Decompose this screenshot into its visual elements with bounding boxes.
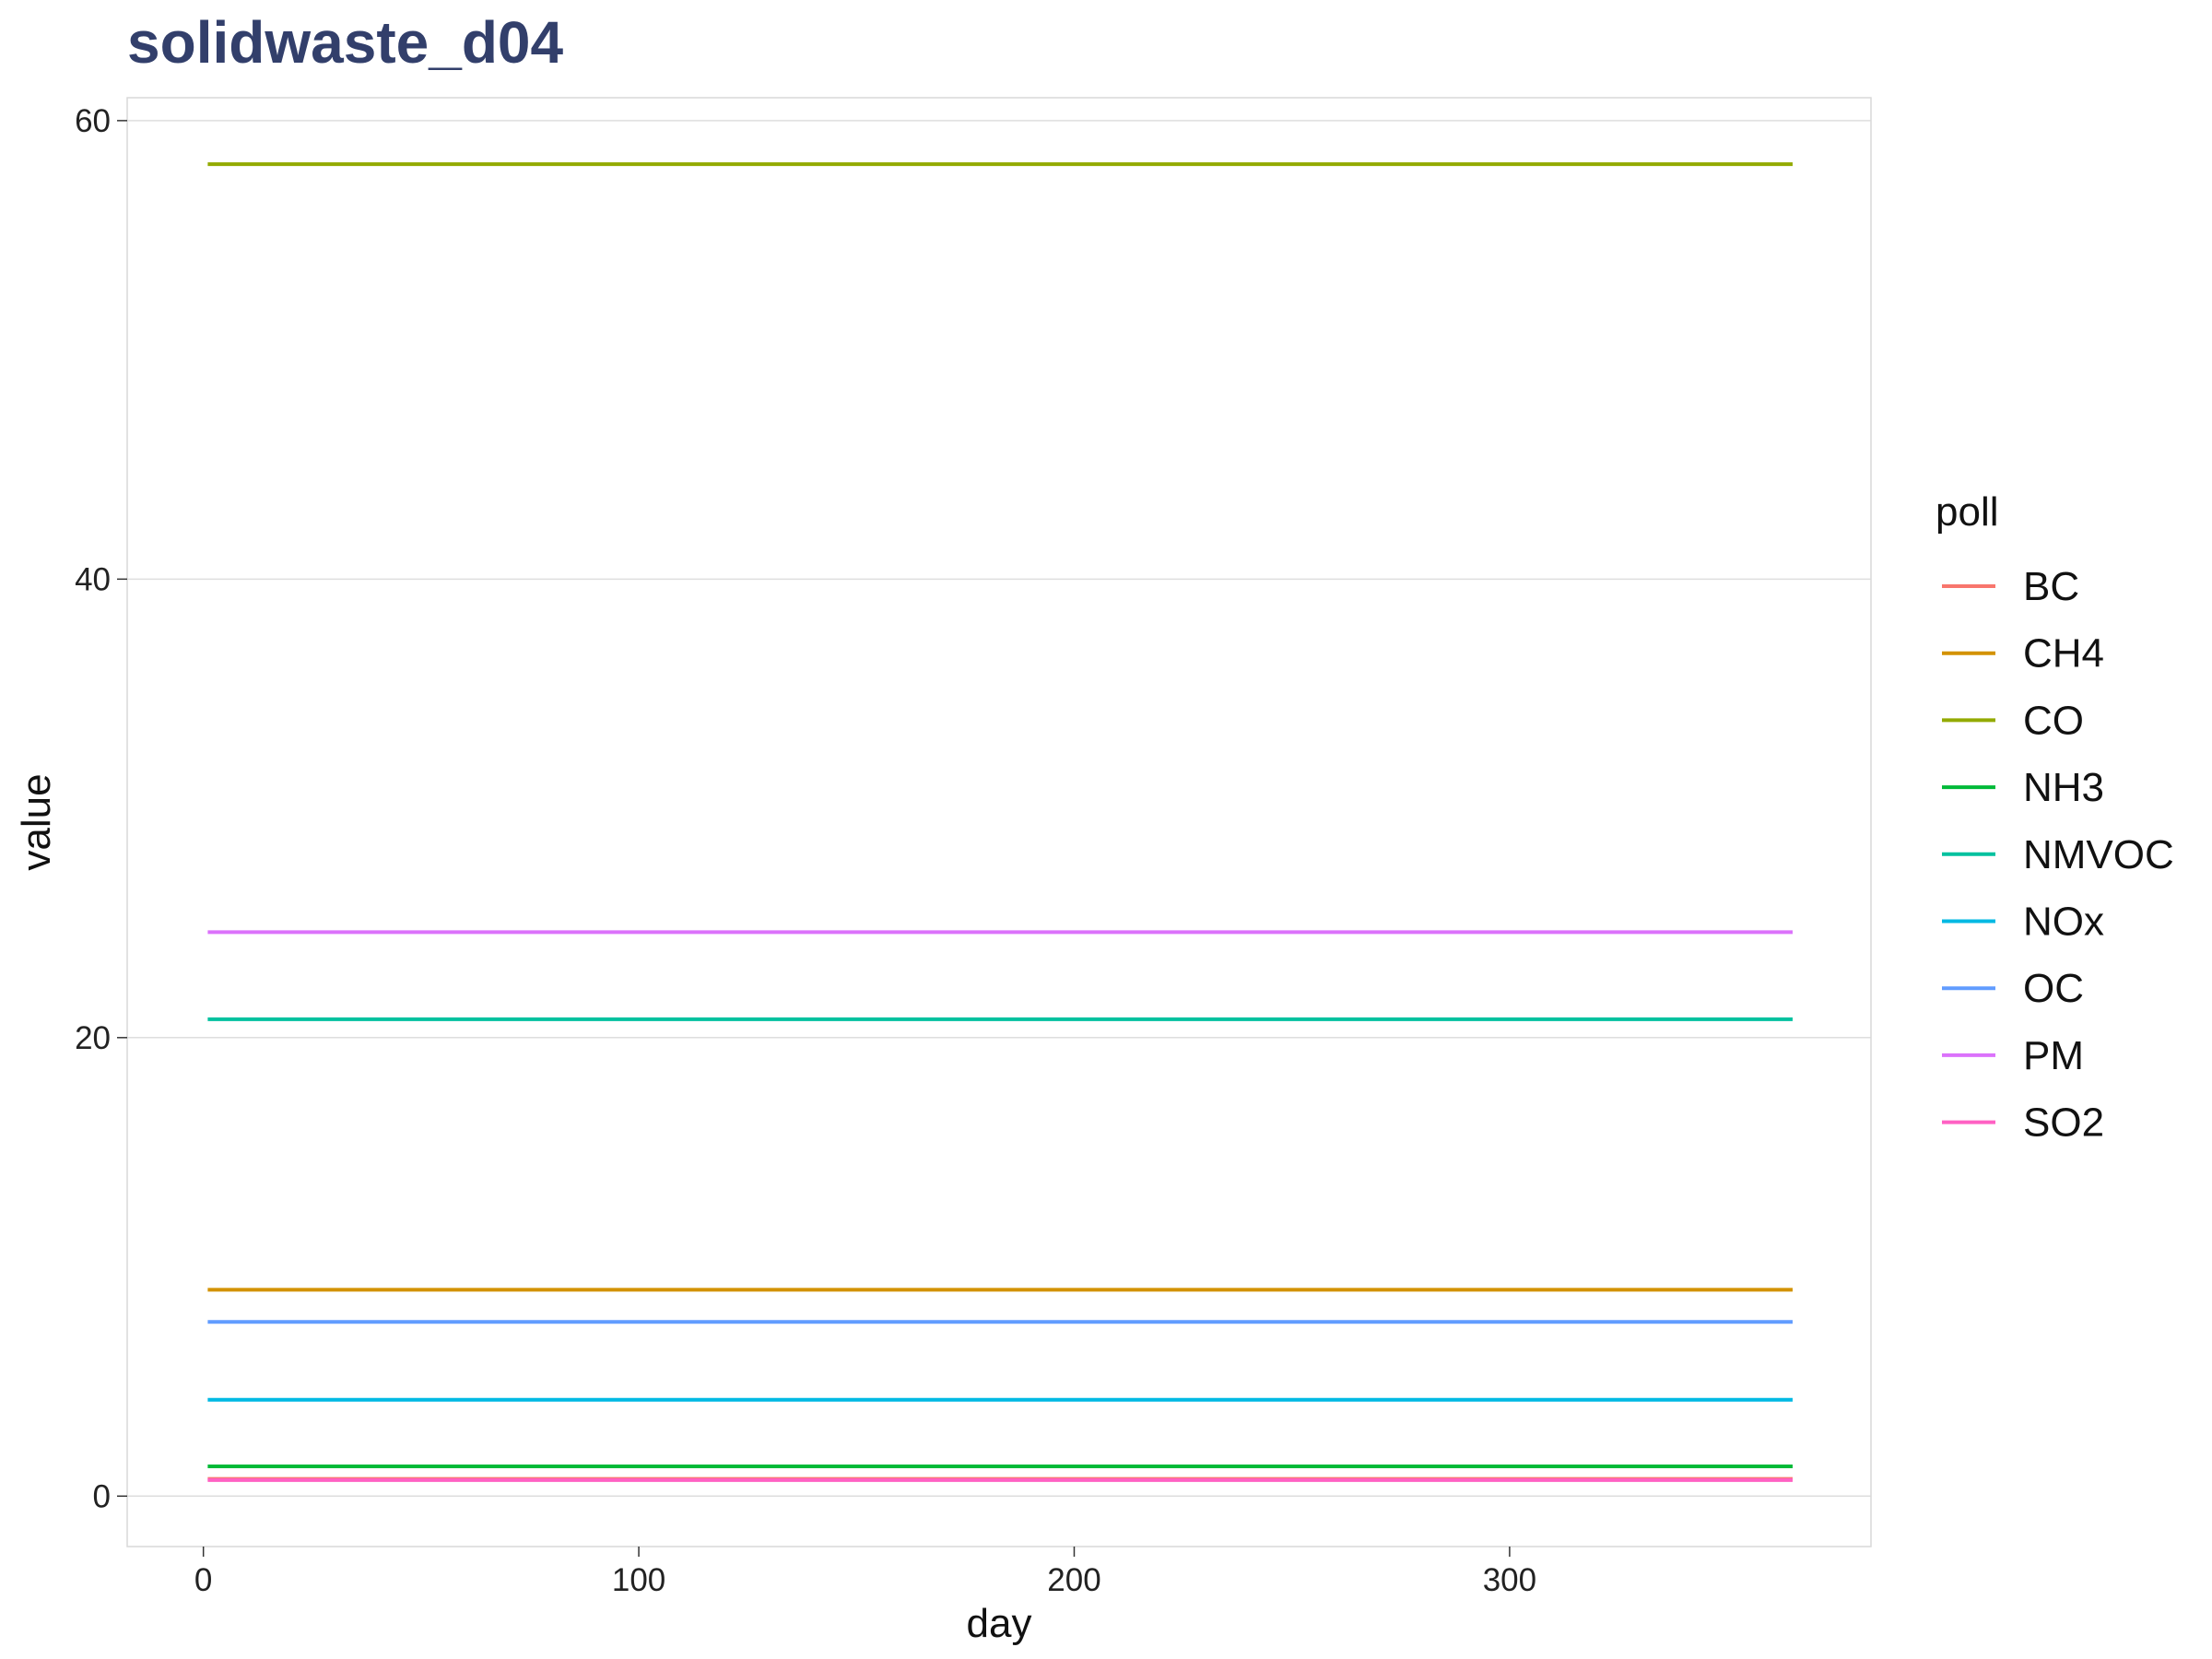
x-tick-label: 300	[1483, 1562, 1536, 1598]
x-tick-label: 200	[1047, 1562, 1100, 1598]
y-tick-label: 40	[75, 561, 111, 597]
x-tick-label: 0	[194, 1562, 212, 1598]
legend-label-oc: OC	[2023, 966, 2084, 1011]
chart-title: solidwaste_d04	[127, 9, 564, 76]
legend-title: poll	[1936, 489, 1999, 535]
legend-label-nox: NOx	[2023, 900, 2104, 945]
y-tick-label: 0	[93, 1478, 111, 1514]
legend-label-pm: PM	[2023, 1033, 2084, 1078]
legend-label-nmvoc: NMVOC	[2023, 832, 2174, 877]
series-lines	[207, 162, 1793, 1482]
legend-label-so2: SO2	[2023, 1100, 2104, 1146]
grid	[127, 120, 1871, 1498]
legend-label-co: CO	[2023, 698, 2084, 743]
legend-label-ch4: CH4	[2023, 631, 2104, 677]
y-tick-label: 20	[75, 1020, 111, 1056]
plot-panel-border	[126, 97, 1872, 1547]
axes: 0 20 40 60 0 100 200 300	[75, 103, 1536, 1598]
y-axis-title: value	[14, 773, 59, 870]
x-axis-title: day	[967, 1601, 1032, 1646]
legend-label-bc: BC	[2023, 564, 2079, 609]
legend: poll BC CH4 CO NH3 NMVOC NOx OC PM SO2	[1936, 489, 2174, 1146]
y-tick-label: 60	[75, 103, 111, 139]
legend-label-nh3: NH3	[2023, 765, 2104, 810]
x-tick-label: 100	[612, 1562, 665, 1598]
